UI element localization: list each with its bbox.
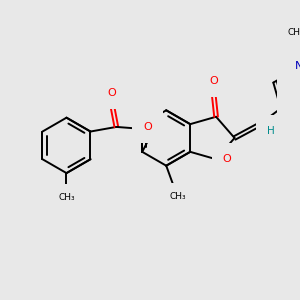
Text: H: H [267, 126, 274, 136]
Text: O: O [107, 88, 116, 98]
Text: CH₃: CH₃ [58, 193, 75, 202]
Text: CH₃: CH₃ [169, 192, 186, 201]
Text: CH₃: CH₃ [287, 28, 300, 37]
Text: O: O [209, 76, 218, 86]
Text: O: O [143, 122, 152, 132]
Text: O: O [223, 154, 232, 164]
Text: N: N [295, 61, 300, 71]
